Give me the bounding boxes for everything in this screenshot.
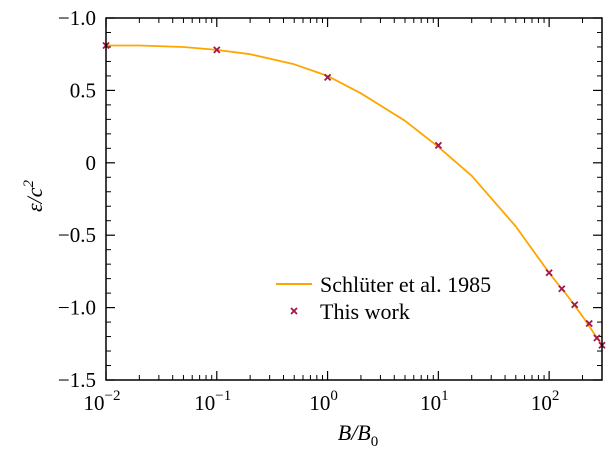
legend: Schlüter et al. 1985 This work [276, 272, 491, 324]
x-axis-title-main: B/B [338, 420, 371, 445]
y-tick-label: −1.0 [58, 6, 96, 30]
series-line-group [106, 44, 603, 346]
data-point-this-work [323, 73, 332, 82]
x-axis-title-sub: 0 [371, 434, 379, 448]
y-tick-label: −1.0 [58, 296, 96, 320]
y-tick-label: 0 [86, 151, 97, 175]
legend-marker-swatch [290, 307, 298, 315]
x-tick-label: 101 [420, 388, 449, 415]
y-tick-label: 0.5 [70, 78, 96, 102]
y-axis-title-main: ε/c [22, 187, 47, 212]
axis-ticks [105, 17, 603, 381]
legend-label-line: Schlüter et al. 1985 [320, 272, 491, 297]
x-tick-label: 102 [531, 388, 560, 415]
plot-frame [105, 17, 603, 381]
x-tick-labels: 10−2 10−1 100 101 102 [84, 388, 560, 415]
data-point-this-work [545, 269, 553, 277]
series-line-schluter [106, 44, 603, 346]
data-point-this-work [571, 301, 579, 309]
legend-label-marker: This work [320, 299, 410, 324]
y-tick-label: −0.5 [58, 223, 96, 247]
data-point-this-work [213, 46, 221, 54]
x-tick-label: 10−2 [84, 388, 121, 415]
x-tick-label: 100 [309, 388, 338, 415]
x-axis-title: B/B0 [338, 420, 379, 448]
y-axis-title-sup: 2 [21, 179, 37, 187]
data-point-this-work [585, 319, 593, 328]
y-axis-title: ε/c2 [21, 179, 47, 212]
data-point-this-work [434, 141, 443, 150]
data-point-this-work [558, 285, 566, 293]
data-point-this-work [593, 334, 601, 342]
y-tick-label: −1.5 [58, 368, 96, 392]
y-tick-labels: −1.0 0.5 0 −0.5 −1.0 −1.5 [58, 6, 96, 392]
x-tick-label: 10−1 [194, 388, 231, 415]
